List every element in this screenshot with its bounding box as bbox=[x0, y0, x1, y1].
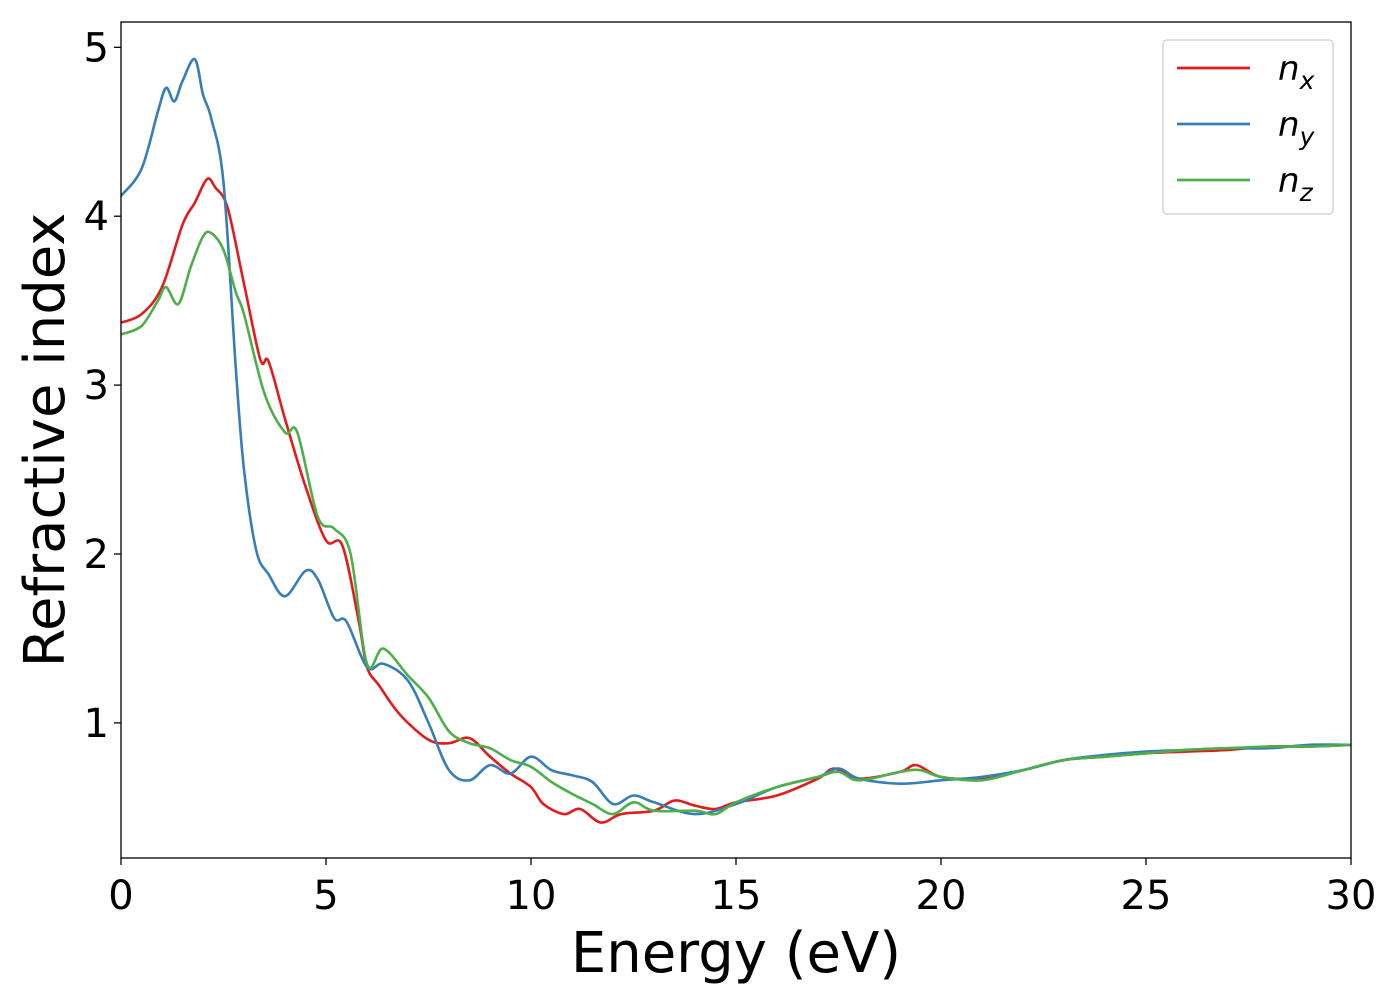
legend-label-base: n bbox=[1278, 105, 1300, 145]
legend-label-base: n bbox=[1278, 49, 1300, 89]
legend-label-subscript: z bbox=[1299, 178, 1314, 207]
y-axis-label: Refractive index bbox=[13, 213, 78, 668]
series-line-n-z bbox=[121, 230, 1351, 816]
x-tick-label: 30 bbox=[1326, 873, 1377, 919]
x-tick-label: 20 bbox=[916, 873, 967, 919]
x-axis-ticks: 0 5 10 15 20 25 30 bbox=[108, 858, 1376, 919]
series-line-n-y bbox=[121, 57, 1351, 816]
legend-label-n-z: nz bbox=[1278, 161, 1314, 207]
x-tick-label: 0 bbox=[108, 873, 133, 919]
x-tick-label: 10 bbox=[506, 873, 557, 919]
legend-box bbox=[1162, 39, 1334, 215]
y-tick-label: 3 bbox=[84, 363, 109, 409]
x-tick-label: 5 bbox=[313, 873, 338, 919]
x-axis-label: Energy (eV) bbox=[571, 921, 901, 986]
y-tick-label: 1 bbox=[84, 701, 109, 747]
x-tick-label: 25 bbox=[1121, 873, 1172, 919]
legend-label-subscript: y bbox=[1299, 122, 1316, 151]
y-tick-label: 5 bbox=[84, 25, 109, 71]
legend-label-n-x: nx bbox=[1278, 49, 1315, 95]
x-tick-label: 15 bbox=[711, 873, 762, 919]
y-tick-label: 4 bbox=[84, 194, 109, 240]
legend-label-subscript: x bbox=[1299, 66, 1315, 95]
y-axis-ticks: 1 2 3 4 5 bbox=[84, 25, 121, 747]
series-layer bbox=[121, 57, 1351, 824]
y-tick-label: 2 bbox=[84, 532, 109, 578]
legend-label-base: n bbox=[1278, 161, 1300, 201]
legend-label-n-y: ny bbox=[1278, 105, 1316, 151]
